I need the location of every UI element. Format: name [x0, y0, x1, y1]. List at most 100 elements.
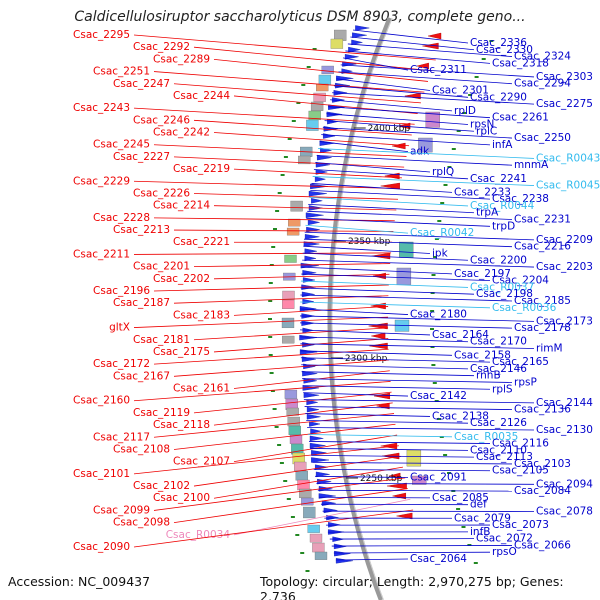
right-gene-label: rimM: [536, 343, 563, 355]
right-leader-line: [300, 308, 409, 315]
right-leader-line: [301, 273, 491, 282]
right-gene-label: Csac_2079: [454, 512, 511, 524]
right-gene-label: Csac_2158: [454, 349, 511, 361]
right-leader-line: [324, 120, 475, 132]
right-gene-label: Csac_2204: [492, 275, 549, 287]
left-leader-line: [173, 295, 389, 304]
gc-marker: [287, 138, 292, 140]
right-gene-label: Csac_2301: [432, 85, 489, 97]
gc-marker: [467, 544, 472, 546]
left-gene-label: Csac_2213: [113, 224, 170, 236]
right-gene-label: Csac_2173: [536, 315, 593, 327]
right-leader-line: [300, 294, 513, 302]
right-gene-label: Csac_2073: [492, 519, 549, 531]
right-gene-label: Csac_2261: [492, 112, 549, 124]
cog-category-block: [321, 65, 334, 75]
forward-gene-arrow: [311, 457, 330, 463]
gc-marker: [481, 58, 486, 60]
right-gene-label: Csac_2324: [514, 51, 571, 63]
gc-marker: [268, 282, 273, 284]
right-gene-label: Csac_2294: [514, 78, 571, 90]
right-gene-label: Csac_2136: [514, 404, 571, 416]
right-leader-line: [340, 64, 535, 78]
cog-category-block: [286, 407, 299, 416]
left-gene-label: Csac_2221: [173, 236, 230, 248]
left-gene-label: Csac_2102: [133, 480, 190, 492]
kbp-label: 2400 kbp: [368, 124, 411, 134]
right-gene-label: Csac_2078: [536, 505, 593, 517]
cog-category-block: [318, 74, 332, 86]
gc-marker: [434, 400, 439, 402]
gc-marker: [271, 246, 276, 248]
reverse-cog-block: [406, 449, 422, 467]
right-leader-line: [315, 475, 409, 478]
right-gene-label: Csac_2241: [470, 173, 527, 185]
gc-marker: [440, 202, 445, 204]
gc-marker: [283, 480, 288, 482]
left-gene-label: Csac_2295: [73, 29, 130, 41]
right-gene-label: Csac_2084: [514, 485, 571, 497]
left-gene-label: Csac_2161: [173, 383, 230, 395]
right-leader-line: [308, 434, 453, 438]
reverse-gene-arrow: [371, 332, 386, 340]
cog-category-block: [287, 416, 300, 427]
reverse-gene-arrow: [416, 62, 429, 70]
left-leader-line: [233, 498, 411, 536]
left-gene-label: Csac_2219: [173, 163, 230, 175]
forward-gene-arrow: [309, 435, 324, 442]
forward-gene-arrow: [303, 241, 320, 247]
left-leader-line: [193, 391, 392, 414]
left-gene-label: Csac_2101: [73, 468, 130, 480]
forward-gene-arrow: [311, 198, 323, 204]
right-gene-label: Csac_2318: [492, 57, 549, 69]
right-gene-label: Csac_2085: [432, 492, 489, 504]
right-leader-line: [313, 468, 491, 472]
genome-backbone-highlight: [331, 17, 393, 600]
right-leader-line: [338, 71, 513, 85]
right-leader-line: [303, 238, 513, 248]
forward-gene-arrow: [300, 262, 319, 269]
right-gene-label: Csac_2198: [476, 288, 533, 300]
left-leader-line: [173, 156, 405, 168]
right-leader-line: [312, 176, 535, 186]
reverse-cog-block: [425, 111, 440, 128]
left-leader-line: [133, 509, 414, 548]
left-leader-line: [213, 338, 389, 353]
right-leader-line: [300, 280, 469, 288]
right-gene-label: rpsN: [470, 118, 494, 130]
right-gene-label: Csac_2200: [470, 254, 527, 266]
right-gene-label: adk: [410, 146, 430, 158]
right-gene-label: Csac_2165: [492, 356, 549, 368]
left-gene-label: Csac_2228: [93, 212, 150, 224]
cog-category-block: [282, 299, 295, 309]
gc-marker: [456, 130, 461, 132]
left-leader-line: [133, 107, 415, 125]
gc-marker: [431, 274, 436, 276]
left-gene-label: Csac_2099: [93, 504, 150, 516]
right-gene-label: Csac_2336: [470, 37, 527, 49]
cog-category-block: [303, 506, 316, 519]
forward-gene-arrow: [323, 133, 336, 139]
right-gene-label: Csac_R0043: [536, 152, 600, 164]
forward-gene-arrow: [321, 500, 336, 506]
left-gene-label: Csac_2229: [73, 175, 130, 187]
right-leader-line: [313, 169, 469, 180]
right-leader-line: [307, 210, 513, 220]
reverse-cog-block: [399, 241, 414, 258]
left-gene-label: Csac_2100: [153, 492, 210, 504]
gc-marker: [312, 48, 317, 50]
gc-marker: [431, 364, 436, 366]
right-leader-line: [318, 148, 535, 159]
right-gene-label: Csac_2231: [514, 214, 571, 226]
cog-category-block: [330, 38, 344, 49]
right-gene-label: Csac_2303: [536, 71, 593, 83]
left-gene-label: Csac_2119: [133, 407, 190, 419]
right-leader-line: [300, 357, 491, 363]
right-leader-line: [310, 189, 491, 200]
forward-gene-arrow: [335, 558, 354, 564]
forward-gene-arrow: [344, 54, 359, 60]
left-leader-line: [193, 456, 401, 487]
gc-marker: [468, 94, 473, 96]
forward-gene-arrow: [304, 248, 318, 254]
left-leader-line: [233, 306, 389, 316]
